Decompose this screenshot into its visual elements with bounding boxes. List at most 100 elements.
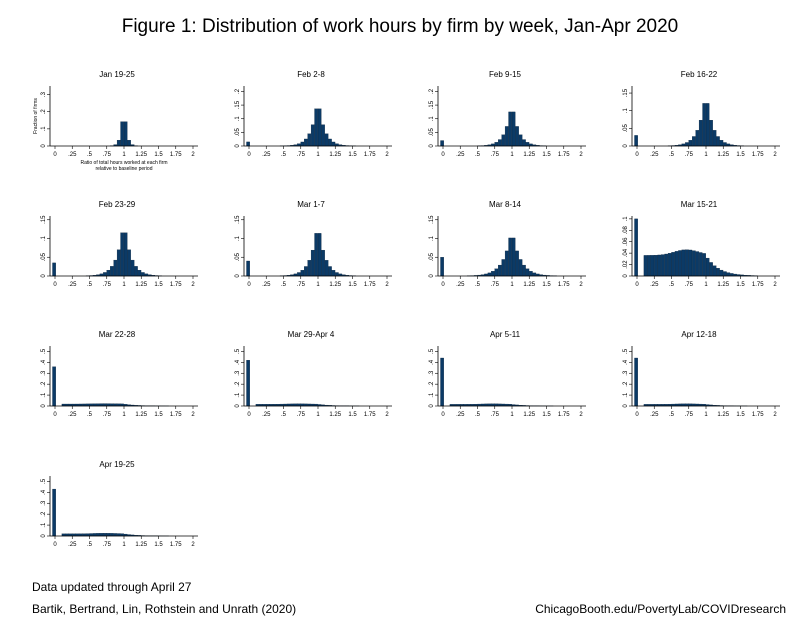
y-tick-label: .1 bbox=[623, 216, 629, 222]
histogram-bar bbox=[127, 140, 131, 147]
histogram-bar bbox=[246, 260, 250, 277]
histogram-bar bbox=[508, 111, 512, 147]
x-tick-label: 1 bbox=[122, 152, 126, 158]
histogram-bar bbox=[515, 250, 519, 277]
histogram-bar bbox=[103, 533, 107, 537]
citation: Bartik, Bertrand, Lin, Rothstein and Unr… bbox=[32, 602, 297, 616]
x-tick-label: 1.5 bbox=[542, 282, 551, 288]
x-tick-label: .25 bbox=[262, 282, 271, 288]
y-tick-label: 0 bbox=[429, 144, 435, 148]
x-tick-label: 0 bbox=[441, 412, 445, 418]
x-tick-label: 1.75 bbox=[558, 152, 570, 158]
x-tick-label: .25 bbox=[456, 412, 465, 418]
y-tick-label: .2 bbox=[429, 88, 435, 94]
x-tick-label: 1 bbox=[704, 412, 708, 418]
panel-title: Jan 19-25 bbox=[99, 70, 135, 79]
y-tick-label: .2 bbox=[41, 381, 47, 387]
x-tick-label: .25 bbox=[650, 412, 659, 418]
histogram-bar bbox=[525, 142, 530, 147]
x-tick-label: 1.5 bbox=[736, 412, 745, 418]
histogram-bar bbox=[310, 124, 315, 147]
histogram-bar bbox=[106, 269, 111, 277]
x-tick-label: 1.25 bbox=[717, 282, 729, 288]
panel-title: Mar 22-28 bbox=[99, 330, 136, 339]
histogram-bar bbox=[643, 255, 648, 277]
x-tick-label: .75 bbox=[297, 282, 306, 288]
panel-title: Apr 19-25 bbox=[99, 460, 135, 469]
x-tick-label: .75 bbox=[491, 412, 500, 418]
y-tick-label: .5 bbox=[623, 348, 629, 354]
x-tick-label: 1 bbox=[316, 282, 320, 288]
x-tick-label: 1.25 bbox=[329, 282, 341, 288]
histogram-bar bbox=[671, 252, 675, 277]
y-tick-label: .05 bbox=[623, 124, 629, 133]
y-tick-label: .2 bbox=[235, 381, 241, 387]
histogram-bar bbox=[127, 249, 131, 277]
histogram-bar bbox=[522, 139, 526, 147]
histogram-bar bbox=[515, 126, 519, 147]
x-tick-label: 1.5 bbox=[348, 152, 357, 158]
histogram-bar bbox=[440, 357, 444, 407]
x-tick-label: 1.75 bbox=[752, 152, 764, 158]
x-tick-label: 1.5 bbox=[348, 412, 357, 418]
data-update-note: Data updated through April 27 bbox=[32, 580, 192, 594]
y-tick-label: .06 bbox=[623, 237, 629, 246]
y-tick-label: .5 bbox=[235, 348, 241, 354]
x-tick-label: 1.75 bbox=[364, 412, 376, 418]
histogram-bar bbox=[664, 253, 668, 277]
y-tick-label: 0 bbox=[623, 144, 629, 148]
x-tick-label: 1.25 bbox=[135, 152, 147, 158]
histogram-bar bbox=[494, 142, 499, 147]
histogram-bar bbox=[137, 269, 142, 277]
y-tick-label: .1 bbox=[623, 392, 629, 398]
histogram-bar bbox=[324, 260, 329, 277]
x-tick-label: 0 bbox=[247, 152, 251, 158]
x-tick-label: 2 bbox=[385, 412, 389, 418]
histogram-bar bbox=[335, 272, 339, 277]
x-tick-label: 2 bbox=[579, 412, 583, 418]
histogram-bar bbox=[525, 268, 530, 277]
y-tick-label: .1 bbox=[429, 116, 435, 122]
histogram-bar bbox=[328, 138, 332, 147]
x-tick-label: 1.75 bbox=[558, 412, 570, 418]
x-tick-label: .5 bbox=[475, 412, 481, 418]
histogram-bar bbox=[705, 103, 710, 147]
x-tick-label: .25 bbox=[68, 152, 77, 158]
histogram-bar bbox=[702, 103, 706, 147]
panel-7: Mar 8-14 0 .05 .1 .15 0 .25 .5 .75 1 1.25 1.5 1.75 2 bbox=[429, 200, 586, 288]
x-tick-label: .75 bbox=[103, 282, 112, 288]
histogram-bar bbox=[504, 250, 509, 277]
histogram-bar bbox=[304, 138, 308, 147]
histogram-bar bbox=[634, 218, 638, 277]
histogram-bar bbox=[498, 139, 502, 147]
x-tick-label: 1.75 bbox=[558, 282, 570, 288]
x-tick-label: 1.75 bbox=[364, 152, 376, 158]
histogram-bar bbox=[120, 121, 124, 147]
panel-13: Apr 19-25 0 .1 .2 .3 .4 .5 0 .25 .5 .75 1 1.25 1.5 1.7… bbox=[41, 460, 198, 548]
y-tick-label: .4 bbox=[235, 359, 241, 365]
x-tick-label: 1 bbox=[510, 152, 514, 158]
y-tick-label: .2 bbox=[41, 109, 47, 115]
x-tick-label: 0 bbox=[53, 282, 57, 288]
histogram-bar bbox=[634, 357, 638, 407]
y-tick-label: 0 bbox=[429, 274, 435, 278]
x-tick-label: 2 bbox=[191, 542, 195, 548]
histogram-bar bbox=[726, 272, 731, 277]
x-tick-label: 1.75 bbox=[170, 282, 182, 288]
x-tick-label: 2 bbox=[191, 282, 195, 288]
y-tick-label: 0 bbox=[41, 404, 47, 408]
histogram-bar bbox=[123, 121, 128, 147]
x-tick-label: 0 bbox=[635, 152, 639, 158]
x-tick-label: 0 bbox=[441, 152, 445, 158]
panel-4: Feb 16-22 0 .05 .1 .15 0 .25 .5 .75 1 1.25 1.5 1.75 2 bbox=[623, 70, 780, 158]
histogram-bar bbox=[300, 270, 305, 277]
x-tick-label: .5 bbox=[87, 152, 93, 158]
x-tick-label: 0 bbox=[635, 412, 639, 418]
histogram-bar bbox=[120, 232, 124, 277]
histogram-bar bbox=[529, 271, 533, 277]
x-tick-label: .75 bbox=[491, 152, 500, 158]
y-tick-label: .05 bbox=[429, 128, 435, 137]
histogram-bar bbox=[99, 533, 104, 537]
histogram-bar bbox=[695, 251, 700, 277]
